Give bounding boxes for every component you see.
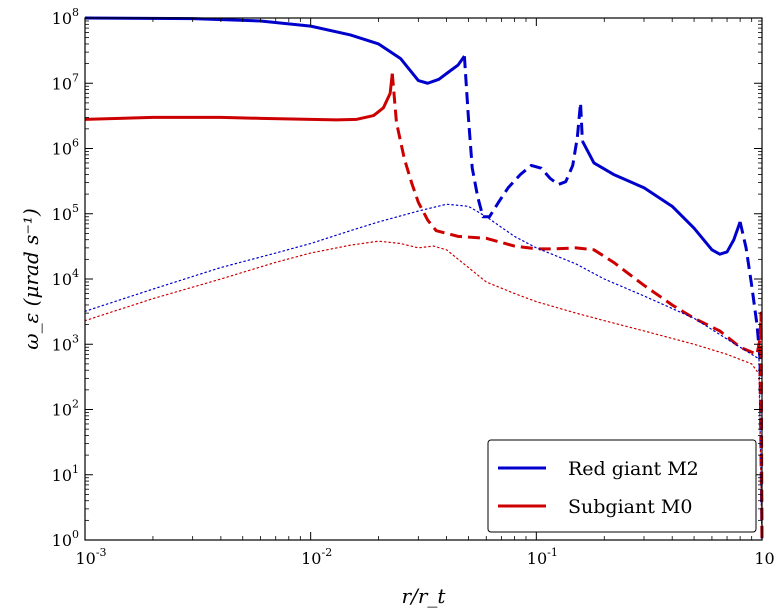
y-tick-label-3: 103 (52, 332, 79, 354)
y-tick-label-0: 100 (52, 528, 79, 550)
x-tick-label-2: 10-1 (527, 546, 558, 568)
x-tick-label-1: 10-2 (301, 546, 332, 568)
y-tick-label-2: 102 (52, 398, 79, 420)
x-axis-label: r/r_t (402, 584, 447, 608)
tick-layer: 10-3 10-2 10-1 100 100 101 102 103 104 105 106 107 1… (52, 6, 774, 568)
series-0-segment-0-solid-line (84, 16, 466, 85)
y-tick-label-4: 104 (52, 267, 79, 289)
series-1-segment-1-dashed-line (390, 73, 764, 541)
legend-box (487, 439, 757, 533)
x-tick-label-3: 100 (754, 546, 774, 568)
y-tick-label-6: 106 (52, 137, 79, 159)
y-tick-label-1: 101 (52, 463, 79, 485)
series-1-segment-0-solid-line (84, 73, 394, 122)
series-3-segment-0-dotted-line (84, 240, 763, 541)
y-tick-label-5: 105 (52, 202, 79, 224)
legend-label-1: Subgiant M0 (568, 496, 692, 518)
series-2-segment-0-dotted-line (84, 203, 763, 541)
legend-label-0: Red giant M2 (568, 458, 699, 480)
y-tick-label-8: 108 (52, 6, 79, 28)
x-tick-label-0: 10-3 (75, 546, 106, 568)
y-axis-label: ω_ε (μrad s⁻¹) (19, 208, 43, 349)
y-tick-label-7: 107 (52, 71, 79, 93)
series-layer (84, 16, 764, 541)
legend: Red giant M2 Subgiant M0 (487, 439, 757, 533)
series-0-segment-1-dashed-line (462, 56, 584, 219)
series-0-segment-2-solid-line (581, 140, 742, 256)
